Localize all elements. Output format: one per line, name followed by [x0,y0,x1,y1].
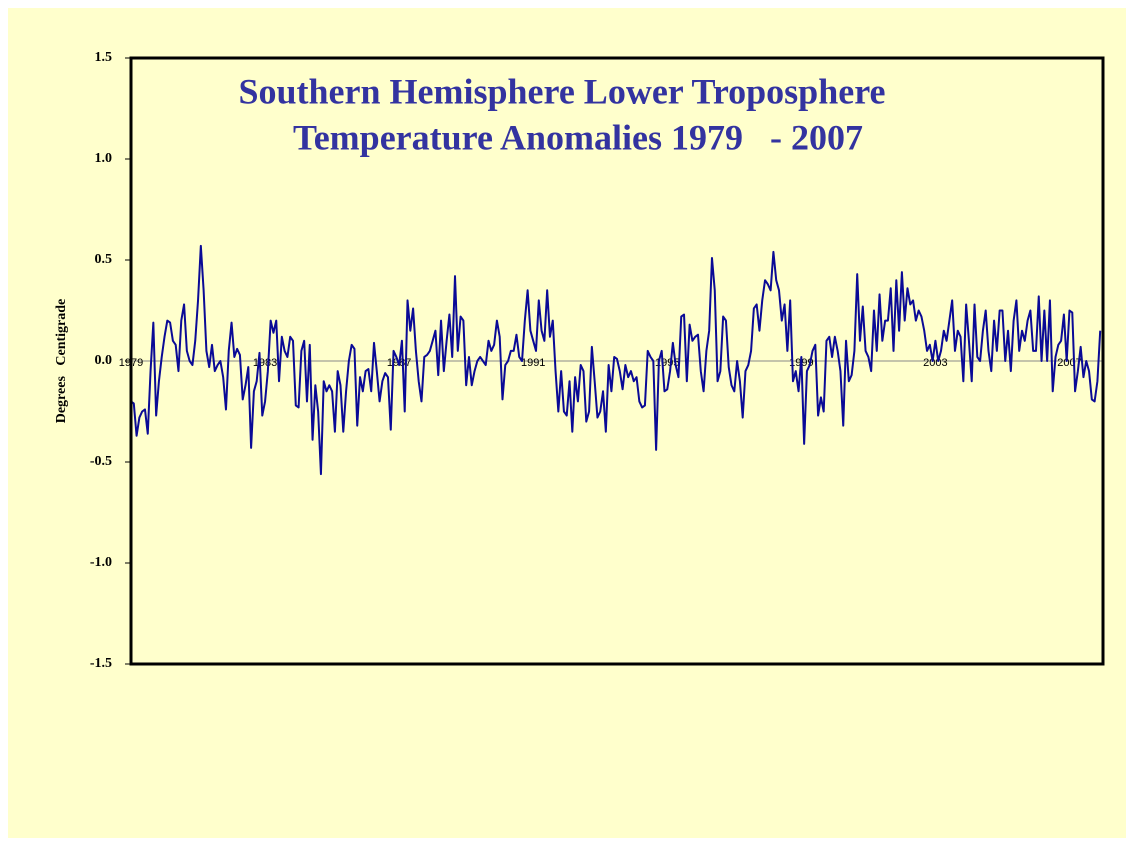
y-tick-label: 1.0 [95,151,113,166]
y-tick-label: -1.0 [90,555,112,570]
x-tick-label: 2007 [1057,357,1081,369]
x-tick-label: 1983 [253,357,277,369]
y-tick-label: 1.5 [95,50,113,65]
y-tick-label: 0.5 [95,252,113,267]
y-tick-label: -1.5 [90,656,112,671]
chart-title: Southern Hemisphere Lower Troposphere [238,71,885,111]
background [8,8,1126,838]
x-tick-label: 2003 [923,357,947,369]
chart-title: Temperature Anomalies 1979 - 2007 [293,117,863,157]
y-tick-label: 0.0 [95,353,113,368]
data-line [130,244,1102,476]
x-tick-label: 1995 [655,357,679,369]
y-tick-label: -0.5 [90,454,112,469]
plot-border [129,56,1105,666]
y-axis-label: Degrees Centigrade [54,299,69,424]
x-tick-label: 1991 [521,357,545,369]
